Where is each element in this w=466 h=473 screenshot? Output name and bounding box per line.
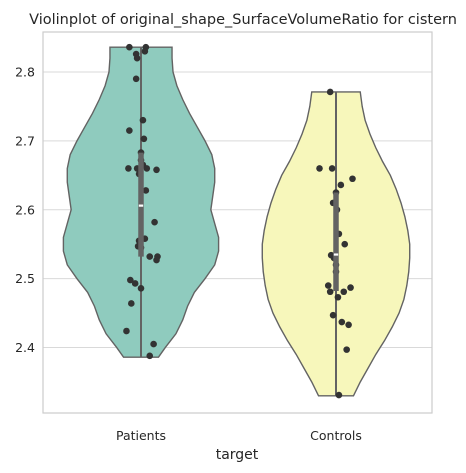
data-point-controls-14 [325,282,332,289]
data-point-patients-14 [144,165,151,172]
data-point-controls-9 [341,241,348,248]
data-point-patients-29 [128,300,135,307]
x-tick-label-patients: Patients [116,428,166,443]
data-point-controls-16 [327,288,334,295]
data-point-controls-3 [349,175,356,182]
data-point-patients-27 [132,280,139,287]
data-point-patients-23 [146,253,153,260]
y-axis-ticks: 2.4 2.5 2.6 2.7 2.8 [15,64,35,355]
violin-group-patients [63,44,218,359]
data-point-patients-28 [138,285,145,292]
data-point-controls-20 [339,319,346,326]
data-point-controls-19 [330,312,337,319]
data-point-controls-18 [335,294,342,301]
data-point-controls-0 [327,89,334,96]
data-point-controls-1 [316,165,323,172]
y-tick-label-3: 2.7 [15,133,35,148]
median-marker-patients [139,205,143,207]
data-point-patients-30 [123,328,130,335]
data-point-patients-18 [151,219,158,226]
violins [63,44,409,399]
x-axis-ticks: Patients Controls [116,428,362,443]
data-point-patients-15 [153,166,160,173]
y-tick-label-4: 2.8 [15,64,35,79]
data-point-patients-6 [140,117,147,124]
x-axis-label: target [216,447,259,463]
data-point-patients-1 [126,44,133,51]
chart-title: Violinplot of original_shape_SurfaceVolu… [29,12,457,28]
y-tick-label-0: 2.4 [15,340,35,355]
data-point-controls-2 [329,165,336,172]
x-tick-label-controls: Controls [310,428,362,443]
data-point-patients-7 [126,127,133,134]
data-point-controls-4 [338,182,345,189]
data-point-patients-32 [146,353,153,360]
data-point-patients-12 [125,165,132,172]
data-point-patients-8 [141,135,148,142]
y-tick-label-2: 2.6 [15,202,35,217]
median-marker-controls [334,253,338,255]
data-point-controls-17 [340,288,347,295]
data-point-patients-25 [153,257,160,264]
data-point-controls-21 [345,322,352,329]
data-point-controls-15 [347,284,354,291]
data-point-patients-31 [150,341,157,348]
data-point-controls-23 [336,392,343,399]
y-tick-label-1: 2.5 [15,271,35,286]
data-point-controls-22 [343,346,350,353]
violin-group-controls [262,89,409,399]
data-point-patients-5 [133,76,140,83]
data-point-patients-4 [134,55,141,62]
data-point-patients-2 [142,48,149,55]
